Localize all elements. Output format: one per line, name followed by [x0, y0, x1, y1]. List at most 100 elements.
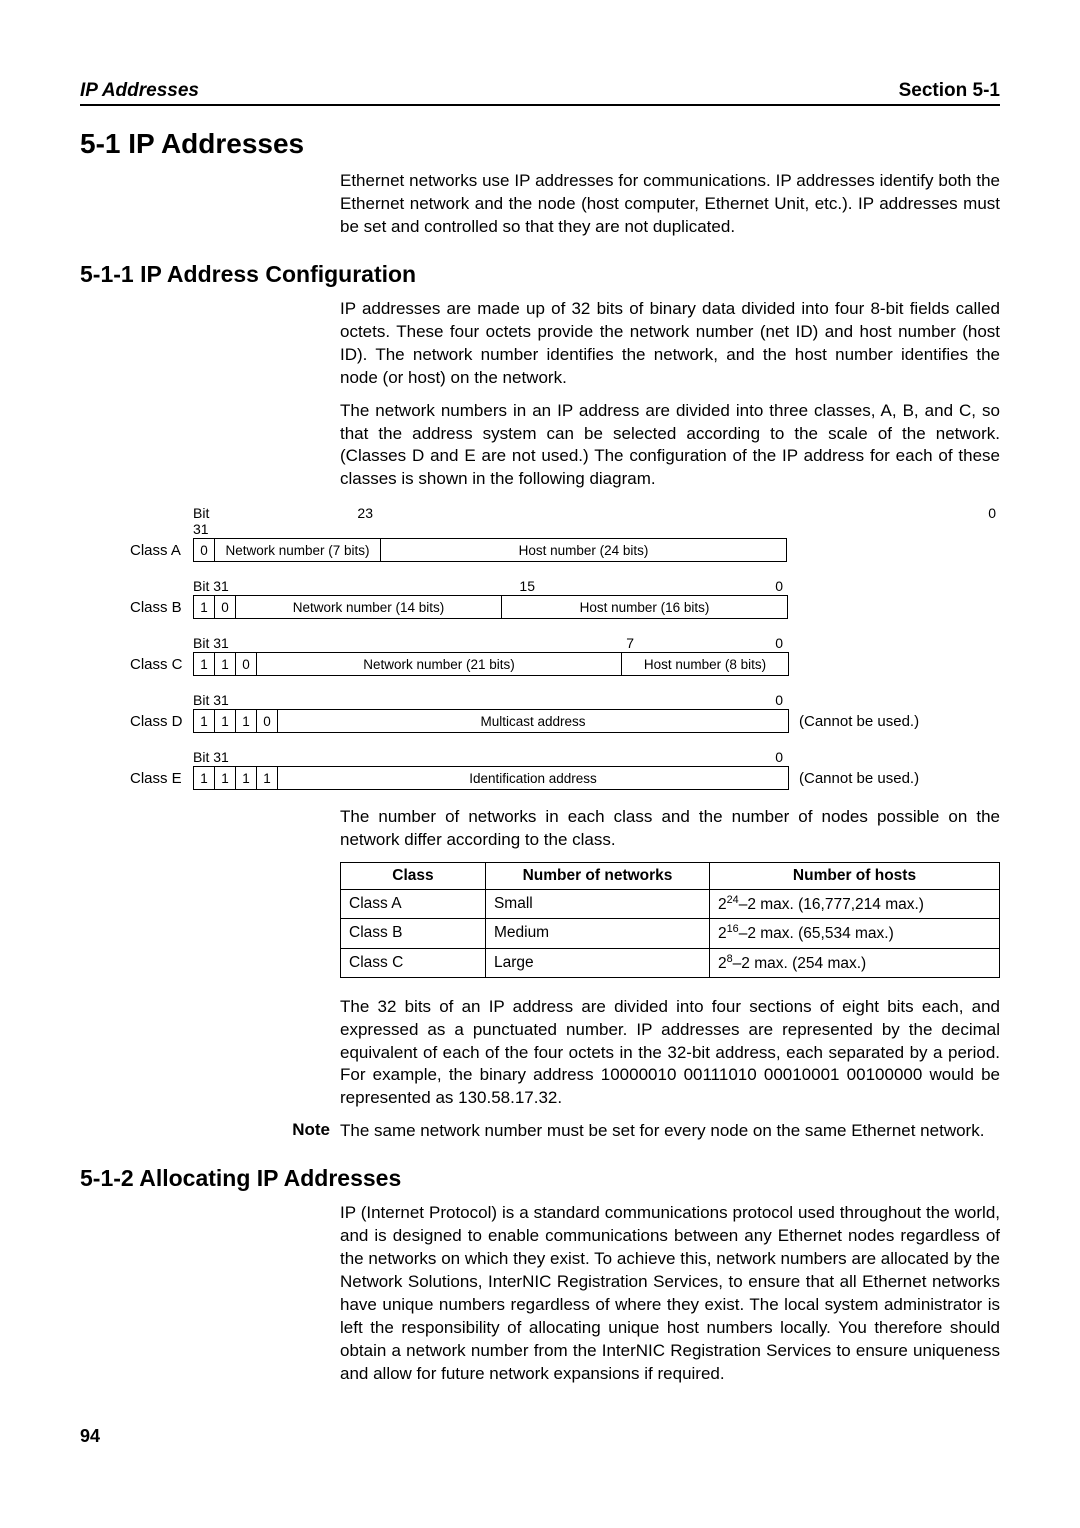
diagram-cell: 0	[235, 652, 256, 676]
table-cell: Medium	[485, 919, 709, 948]
diagram-cell: Network number (21 bits)	[256, 652, 621, 676]
diagram-cell: Network number (7 bits)	[214, 538, 380, 562]
table-header: Number of networks	[485, 863, 709, 890]
bit-label: Bit 31	[193, 578, 233, 594]
table-cell: Class B	[341, 919, 486, 948]
class-label: Class E	[130, 766, 193, 790]
table-cell: Small	[485, 890, 709, 919]
intro-block: Ethernet networks use IP addresses for c…	[340, 170, 1000, 239]
bit-label: 15	[233, 578, 535, 594]
diagram-cell: 1	[256, 766, 277, 790]
bit-label: Bit 31	[193, 635, 253, 651]
hosts-suffix: –2 max. (254 max.)	[733, 955, 867, 972]
bit-label: Bit 31	[193, 749, 273, 765]
section-5-1-1-title: 5-1-1 IP Address Configuration	[80, 261, 1000, 288]
bit-label: 23	[213, 505, 373, 537]
diagram-row-class-c: Bit 31 7 0 Class C 1 1 0 Network number …	[130, 635, 1000, 676]
diagram-cell: 1	[193, 652, 214, 676]
diagram-cell: Host number (16 bits)	[501, 595, 788, 619]
class-line-d: Class D 1 1 1 0 Multicast address (Canno…	[130, 709, 1000, 733]
hosts-suffix: –2 max. (16,777,214 max.)	[739, 896, 924, 913]
diagram-cell: Host number (24 bits)	[380, 538, 787, 562]
diagram-cell: Network number (14 bits)	[235, 595, 501, 619]
class-label: Class D	[130, 709, 193, 733]
diagram-cell: 1	[235, 766, 256, 790]
ip-class-diagram: Bit 31 23 0 Class A 0 Network number (7 …	[130, 505, 1000, 790]
diagram-cell: 1	[214, 652, 235, 676]
bit-labels-c: Bit 31 7 0	[193, 635, 1000, 651]
diagram-cell: 0	[214, 595, 235, 619]
table-header: Class	[341, 863, 486, 890]
table-cell: Large	[485, 948, 709, 977]
table-row: Class C Large 28–2 max. (254 max.)	[341, 948, 1000, 977]
after-diagram-block: The number of networks in each class and…	[340, 806, 1000, 1110]
after-table-p: The 32 bits of an IP address are divided…	[340, 996, 1000, 1111]
diagram-row-class-a: Bit 31 23 0 Class A 0 Network number (7 …	[130, 505, 1000, 562]
section-5-1-2-p1: IP (Internet Protocol) is a standard com…	[340, 1202, 1000, 1386]
section-5-1-1-p1: IP addresses are made up of 32 bits of b…	[340, 298, 1000, 390]
class-label: Class B	[130, 595, 193, 619]
bit-label: 0	[634, 635, 783, 651]
section-5-1-intro: Ethernet networks use IP addresses for c…	[340, 170, 1000, 239]
diagram-cell: 0	[256, 709, 277, 733]
hosts-prefix: 2	[718, 896, 727, 913]
class-label: Class A	[130, 538, 193, 562]
bit-label: 0	[373, 505, 996, 537]
class-line-e: Class E 1 1 1 1 Identification address (…	[130, 766, 1000, 790]
diagram-cell: 1	[193, 595, 214, 619]
table-cell: 28–2 max. (254 max.)	[710, 948, 1000, 977]
section-5-1-2-title: 5-1-2 Allocating IP Addresses	[80, 1165, 1000, 1192]
hosts-prefix: 2	[718, 926, 727, 943]
bit-label: 0	[273, 749, 783, 765]
class-table: Class Number of networks Number of hosts…	[340, 862, 1000, 977]
bit-labels-b: Bit 31 15 0	[193, 578, 1000, 594]
page-container: IP Addresses Section 5-1 5-1 IP Addresse…	[0, 0, 1080, 1487]
diagram-cell: 1	[193, 709, 214, 733]
bit-labels-e: Bit 31 0	[193, 749, 1000, 765]
diagram-cell: 1	[235, 709, 256, 733]
section-5-1-title: 5-1 IP Addresses	[80, 128, 1000, 160]
bit-label: Bit 31	[193, 505, 213, 537]
section-5-1-2-body: IP (Internet Protocol) is a standard com…	[340, 1202, 1000, 1386]
diagram-row-class-d: Bit 31 0 Class D 1 1 1 0 Multicast addre…	[130, 692, 1000, 733]
table-row: Class B Medium 216–2 max. (65,534 max.)	[341, 919, 1000, 948]
header-left-text: IP Addresses	[80, 80, 199, 102]
class-label: Class C	[130, 652, 193, 676]
class-line-c: Class C 1 1 0 Network number (21 bits) H…	[130, 652, 1000, 676]
bit-label: 0	[273, 692, 783, 708]
class-line-a: Class A 0 Network number (7 bits) Host n…	[130, 538, 1000, 562]
class-line-b: Class B 1 0 Network number (14 bits) Hos…	[130, 595, 1000, 619]
table-cell: Class A	[341, 890, 486, 919]
section-5-1-1-body: IP addresses are made up of 32 bits of b…	[340, 298, 1000, 492]
diagram-cell: Multicast address	[277, 709, 789, 733]
diagram-cell: 1	[214, 766, 235, 790]
hosts-suffix: –2 max. (65,534 max.)	[739, 926, 894, 943]
hosts-exp: 24	[727, 894, 739, 906]
table-cell: 216–2 max. (65,534 max.)	[710, 919, 1000, 948]
diagram-cell: Identification address	[277, 766, 789, 790]
section-5-1-1-p2: The network numbers in an IP address are…	[340, 400, 1000, 492]
page-header-rule: IP Addresses Section 5-1	[80, 80, 1000, 106]
page-number: 94	[80, 1426, 1000, 1447]
table-header-row: Class Number of networks Number of hosts	[341, 863, 1000, 890]
note-text: The same network number must be set for …	[340, 1120, 1000, 1143]
diagram-note: (Cannot be used.)	[799, 709, 919, 733]
bit-label: 0	[535, 578, 783, 594]
diagram-cell: 0	[193, 538, 214, 562]
diagram-cell: 1	[193, 766, 214, 790]
diagram-row-class-b: Bit 31 15 0 Class B 1 0 Network number (…	[130, 578, 1000, 619]
bit-labels-a: Bit 31 23 0	[193, 505, 1000, 537]
diagram-row-class-e: Bit 31 0 Class E 1 1 1 1 Identification …	[130, 749, 1000, 790]
diagram-cell: Host number (8 bits)	[621, 652, 789, 676]
table-header: Number of hosts	[710, 863, 1000, 890]
table-row: Class A Small 224–2 max. (16,777,214 max…	[341, 890, 1000, 919]
bit-label: Bit 31	[193, 692, 273, 708]
diagram-cell: 1	[214, 709, 235, 733]
diagram-note: (Cannot be used.)	[799, 766, 919, 790]
header-right-text: Section 5-1	[899, 80, 1000, 102]
note-row: Note The same network number must be set…	[80, 1120, 1000, 1143]
note-label: Note	[275, 1120, 330, 1143]
table-cell: Class C	[341, 948, 486, 977]
hosts-exp: 16	[727, 923, 739, 935]
after-diagram-p: The number of networks in each class and…	[340, 806, 1000, 852]
